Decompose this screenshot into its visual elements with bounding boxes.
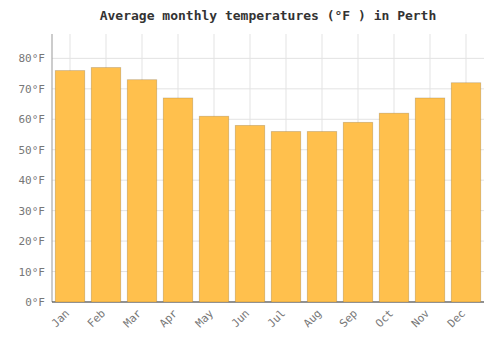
y-tick-label: 40°F xyxy=(19,174,46,187)
chart-container: Average monthly temperatures (°F ) in Pe… xyxy=(0,0,500,350)
y-tick-label: 20°F xyxy=(19,235,46,248)
x-tick-label: Jul xyxy=(265,307,288,330)
x-tick-label: Apr xyxy=(157,307,181,331)
bar xyxy=(415,98,445,302)
bar xyxy=(307,131,337,302)
x-tick-label: Aug xyxy=(301,307,324,330)
bar xyxy=(55,71,85,302)
x-tick-label: Nov xyxy=(409,307,433,331)
x-tick-label: Jan xyxy=(49,307,72,330)
bar xyxy=(343,122,373,302)
x-tick-label: Jun xyxy=(229,307,252,330)
bar xyxy=(91,68,121,303)
chart-svg: Average monthly temperatures (°F ) in Pe… xyxy=(0,0,500,350)
y-tick-label: 60°F xyxy=(19,113,46,126)
x-tick-label: May xyxy=(193,307,217,331)
y-tick-label: 0°F xyxy=(25,296,45,309)
bar xyxy=(451,83,481,302)
x-tick-label: Oct xyxy=(373,307,396,330)
bar xyxy=(271,131,301,302)
x-tick-label: Sep xyxy=(337,307,360,330)
y-axis-line xyxy=(52,34,53,302)
bar xyxy=(379,113,409,302)
x-tick-label: Dec xyxy=(445,307,468,330)
grid xyxy=(52,34,484,302)
chart-title: Average monthly temperatures (°F ) in Pe… xyxy=(100,8,437,23)
bar xyxy=(163,98,193,302)
y-tick-label: 50°F xyxy=(19,144,46,157)
y-grid-line xyxy=(52,58,484,59)
y-tick-label: 30°F xyxy=(19,205,46,218)
x-tick-label: Feb xyxy=(85,307,108,330)
bar xyxy=(127,80,157,302)
bars xyxy=(55,68,481,303)
axes: 0°F 10°F 20°F 30°F 40°F 50°F 60°F 70°F 80°F Jan Fe… xyxy=(19,34,485,330)
y-tick-label: 10°F xyxy=(19,266,46,279)
y-tick-label: 80°F xyxy=(19,52,46,65)
y-tick-label: 70°F xyxy=(19,83,46,96)
x-tick-label: Mar xyxy=(121,307,145,331)
bar xyxy=(235,125,265,302)
bar xyxy=(199,116,229,302)
